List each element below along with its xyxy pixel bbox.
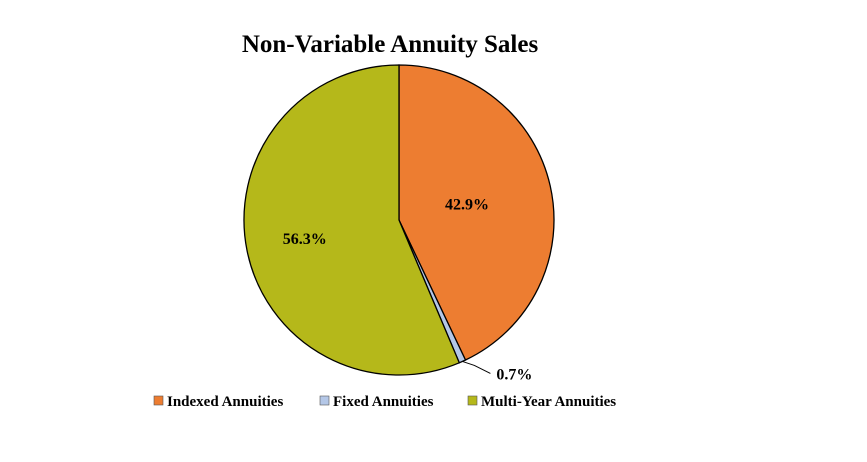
pie-slice-indexed-annuities: [398, 64, 555, 361]
chart-title: Non-Variable Annuity Sales: [242, 31, 539, 58]
legend-swatch: [153, 395, 164, 406]
data-label: 56.3%: [283, 231, 327, 248]
legend-item: Indexed Annuities: [153, 394, 283, 410]
legend-swatch: [319, 395, 330, 406]
pie-slice-multi-year-annuities: [243, 64, 461, 376]
data-label: 0.7%: [496, 366, 532, 383]
legend-label: Multi-Year Annuities: [481, 394, 616, 410]
leader-line: [462, 360, 491, 374]
pie-slices: [243, 64, 555, 376]
legend-swatch: [467, 395, 478, 406]
data-label: 42.9%: [445, 197, 489, 214]
legend-label: Indexed Annuities: [167, 394, 283, 410]
legend-label: Fixed Annuities: [333, 394, 434, 410]
legend-item: Multi-Year Annuities: [467, 394, 616, 410]
legend: Indexed Annuities Fixed Annuities Multi-Ye…: [153, 394, 616, 410]
data-labels: 42.9% 0.7% 56.3%: [283, 197, 533, 384]
legend-item: Fixed Annuities: [319, 394, 434, 410]
